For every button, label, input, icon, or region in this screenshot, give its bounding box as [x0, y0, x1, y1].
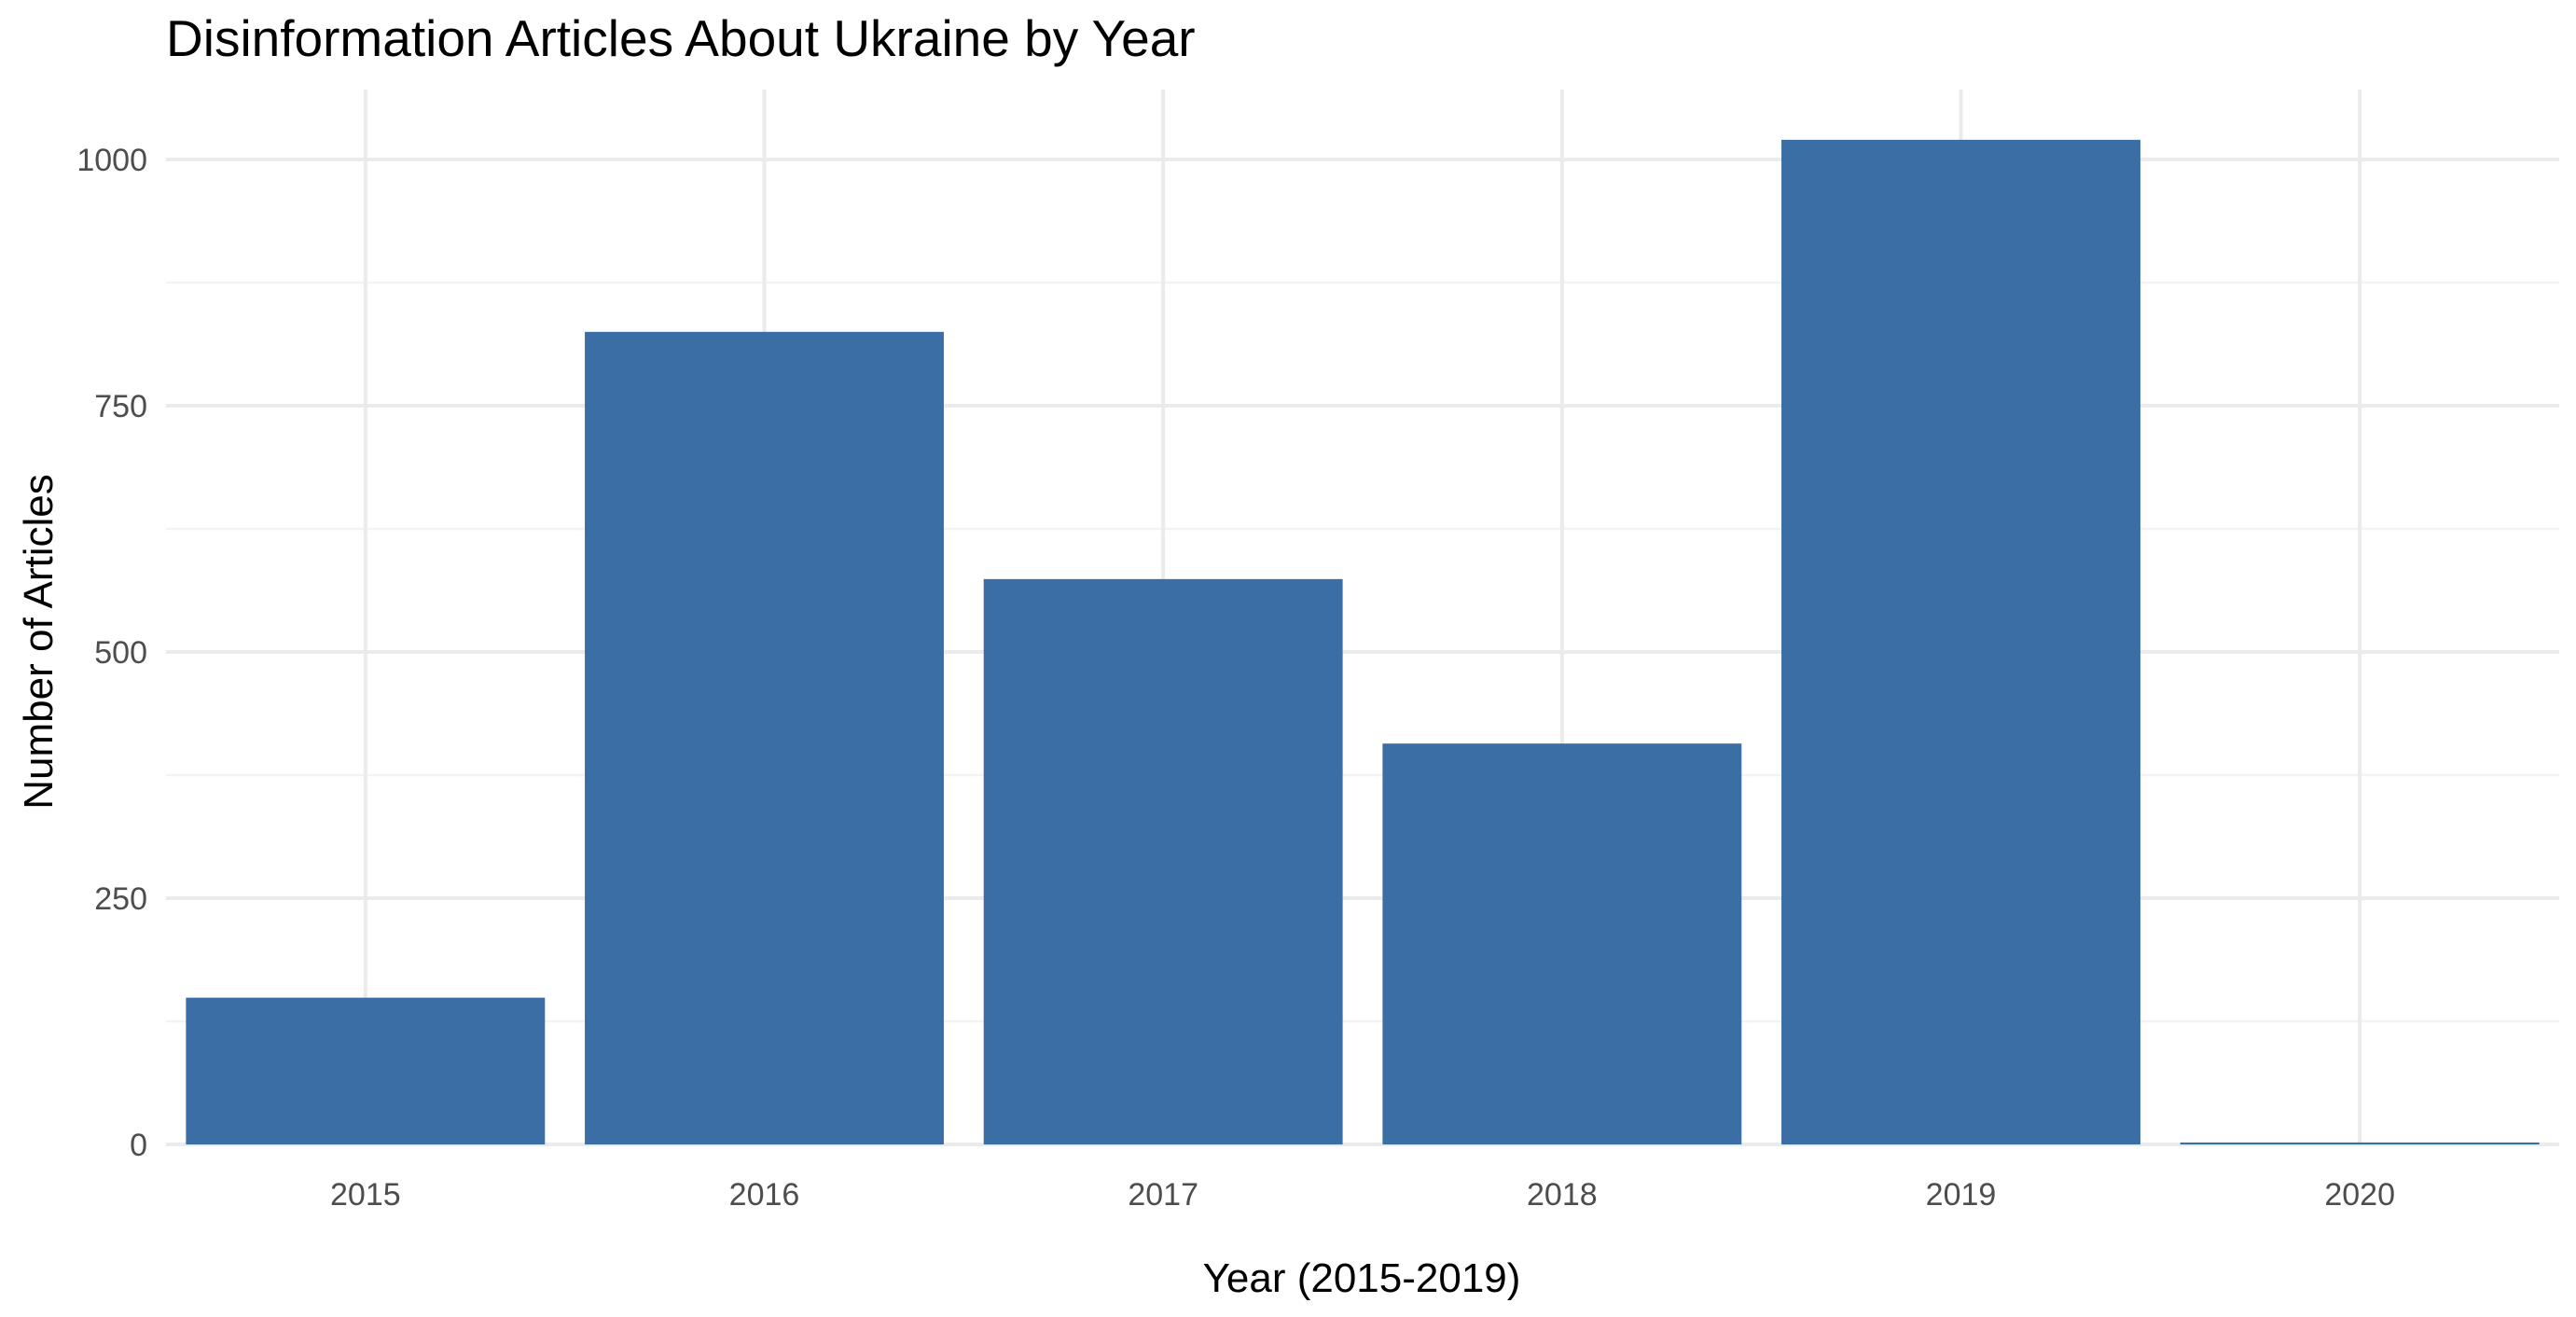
bar-2018 — [1382, 743, 1742, 1144]
x-tick-label: 2015 — [330, 1177, 401, 1213]
bars — [186, 139, 2540, 1144]
y-axis-title: Number of Articles — [16, 474, 62, 809]
x-axis-ticks: 2015 2016 2017 2018 2019 2020 — [330, 1177, 2395, 1213]
bar-2015 — [186, 997, 546, 1144]
x-axis-title: Year (2015-2019) — [1203, 1255, 1521, 1301]
bar-2016 — [585, 331, 944, 1144]
y-tick-label: 0 — [130, 1128, 147, 1163]
y-tick-label: 500 — [94, 635, 147, 671]
x-tick-label: 2020 — [2324, 1177, 2395, 1213]
bar-2017 — [983, 578, 1343, 1144]
y-tick-label: 250 — [94, 881, 147, 917]
x-tick-label: 2019 — [1926, 1177, 1997, 1213]
bar-2020 — [2180, 1142, 2540, 1144]
y-axis-ticks: 0 250 500 750 1000 — [76, 143, 147, 1163]
bar-2019 — [1781, 139, 2140, 1144]
y-tick-label: 750 — [94, 389, 147, 424]
x-tick-label: 2017 — [1128, 1177, 1198, 1213]
y-tick-label: 1000 — [76, 143, 147, 178]
x-tick-label: 2016 — [729, 1177, 800, 1213]
x-tick-label: 2018 — [1527, 1177, 1598, 1213]
grid-lines — [166, 90, 2559, 1146]
chart-title: Disinformation Articles About Ukraine by… — [166, 9, 1196, 67]
